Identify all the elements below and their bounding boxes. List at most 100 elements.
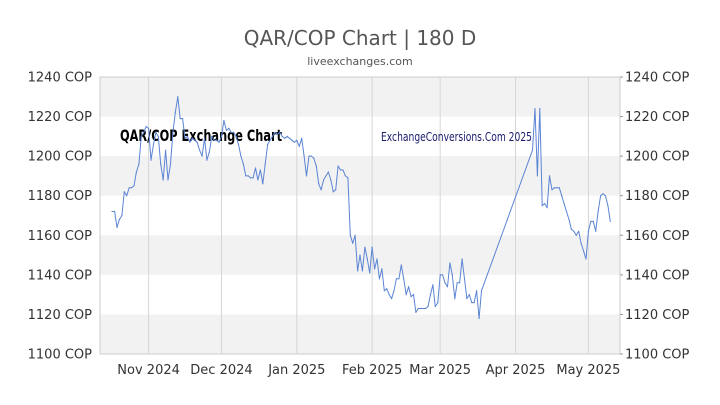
data-point — [133, 185, 135, 187]
data-point — [121, 214, 123, 217]
data-point — [349, 234, 351, 236]
data-point — [138, 163, 140, 165]
y-tick-label-right: 1160 COP — [625, 229, 690, 244]
y-tick-label-right: 1100 COP — [625, 348, 690, 363]
data-point — [420, 307, 422, 310]
data-point — [600, 195, 602, 197]
data-point — [461, 258, 463, 260]
y-tick-label-right: 1200 COP — [625, 150, 690, 165]
data-point — [449, 262, 451, 264]
x-tick-label: Feb 2025 — [342, 363, 402, 378]
data-point — [279, 131, 281, 133]
data-point — [585, 258, 587, 260]
y-tick-label-left: 1140 COP — [28, 268, 93, 283]
data-point — [296, 139, 298, 141]
data-point — [476, 290, 478, 292]
data-point — [337, 165, 339, 167]
data-point — [434, 305, 436, 308]
y-tick-label-left: 1200 COP — [28, 150, 93, 165]
data-point — [342, 169, 344, 171]
data-point — [118, 218, 120, 221]
data-point — [135, 171, 137, 173]
data-point — [308, 155, 310, 157]
data-point — [587, 230, 590, 232]
data-point — [318, 183, 320, 185]
data-point — [148, 127, 150, 129]
data-point — [451, 274, 453, 276]
data-point — [425, 307, 427, 310]
data-point — [442, 274, 444, 276]
grid-band — [100, 77, 620, 117]
data-point — [361, 270, 363, 272]
y-tick-label-left: 1180 COP — [28, 189, 93, 204]
data-point — [286, 135, 288, 137]
data-point — [196, 141, 198, 143]
data-point — [347, 177, 349, 179]
data-point — [177, 96, 179, 98]
data-point — [386, 288, 388, 290]
x-tick-label: Mar 2025 — [409, 363, 471, 378]
data-point — [160, 163, 162, 165]
data-point — [568, 218, 570, 221]
vertical-gridlines — [148, 77, 589, 354]
data-point — [211, 135, 213, 137]
data-point — [468, 294, 470, 296]
data-point — [271, 135, 274, 137]
data-point — [558, 187, 560, 189]
data-point — [463, 278, 466, 280]
data-point — [548, 175, 551, 177]
data-point — [563, 203, 565, 205]
data-point — [590, 220, 592, 222]
data-point — [325, 175, 327, 177]
y-tick-label-left: 1100 COP — [28, 348, 93, 363]
data-point — [182, 118, 184, 120]
data-point — [459, 282, 461, 284]
data-point — [565, 210, 568, 213]
plot-frame — [99, 76, 621, 355]
data-point — [541, 205, 543, 207]
data-point — [456, 282, 458, 284]
data-point — [327, 171, 329, 173]
data-point — [111, 210, 113, 213]
data-point — [609, 220, 611, 222]
data-point — [186, 135, 189, 137]
data-point — [595, 230, 597, 232]
data-point — [580, 242, 582, 244]
data-point — [408, 286, 410, 288]
data-point — [123, 191, 125, 193]
data-point — [432, 284, 434, 286]
data-point — [262, 183, 264, 185]
data-point — [364, 246, 366, 248]
background-bands — [100, 77, 620, 354]
data-point — [184, 137, 186, 139]
data-point — [298, 145, 300, 147]
data-point — [233, 131, 235, 133]
data-point — [208, 151, 210, 153]
data-point — [592, 220, 594, 222]
data-point — [191, 137, 193, 139]
grid-band — [100, 314, 620, 354]
data-point — [480, 290, 483, 292]
data-point — [216, 139, 218, 141]
data-point — [534, 108, 536, 110]
data-point — [165, 149, 167, 151]
data-point — [162, 179, 164, 181]
data-point — [140, 135, 142, 137]
data-point — [473, 302, 475, 304]
x-tick-label: May 2025 — [556, 363, 620, 378]
data-point — [274, 131, 276, 133]
data-point — [291, 139, 293, 141]
x-tick-label: Jan 2025 — [267, 363, 325, 378]
y-tick-label-right: 1180 COP — [625, 189, 690, 204]
data-point — [478, 317, 480, 319]
data-point — [114, 210, 116, 213]
data-point — [332, 191, 334, 193]
data-point — [145, 125, 147, 128]
watermark-title: QAR/COP Exchange Chart — [120, 126, 282, 145]
data-point — [444, 282, 446, 284]
x-tick-label: Apr 2025 — [486, 363, 546, 378]
data-point — [172, 131, 174, 133]
data-point — [143, 131, 145, 133]
data-point — [536, 175, 539, 177]
